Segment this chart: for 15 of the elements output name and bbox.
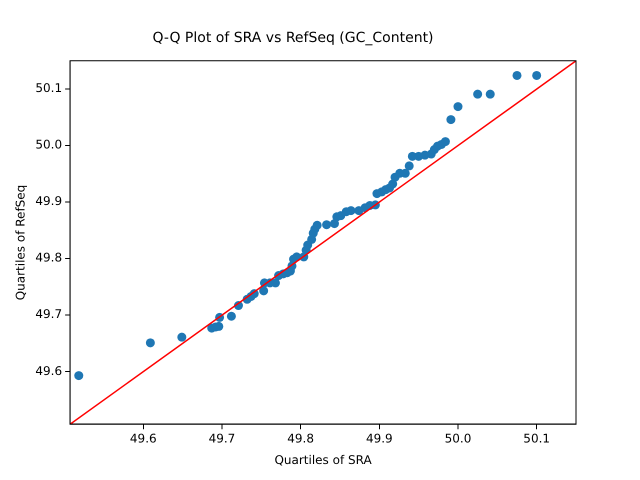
x-tick-label: 49.8 — [287, 432, 314, 446]
x-axis-title: Quartiles of SRA — [274, 452, 372, 467]
x-tick-label: 49.6 — [130, 432, 157, 446]
y-tick-label: 49.8 — [35, 250, 62, 265]
y-axis-title: Quartiles of RefSeq — [13, 184, 28, 300]
y-tick-label: 49.6 — [35, 364, 62, 378]
y-tick-label: 50.1 — [35, 81, 62, 96]
x-tick-label: 49.7 — [208, 432, 236, 446]
x-tick-label: 50.0 — [444, 432, 472, 446]
y-tick-label: 49.9 — [35, 194, 62, 208]
x-tick-label: 49.9 — [366, 432, 393, 446]
y-tick-label: 49.7 — [35, 307, 62, 322]
y-tick-label: 50.0 — [35, 138, 62, 152]
x-tick-label: 50.1 — [523, 432, 550, 446]
chart-title: Q-Q Plot of SRA vs RefSeq (GC_Content) — [152, 30, 434, 46]
